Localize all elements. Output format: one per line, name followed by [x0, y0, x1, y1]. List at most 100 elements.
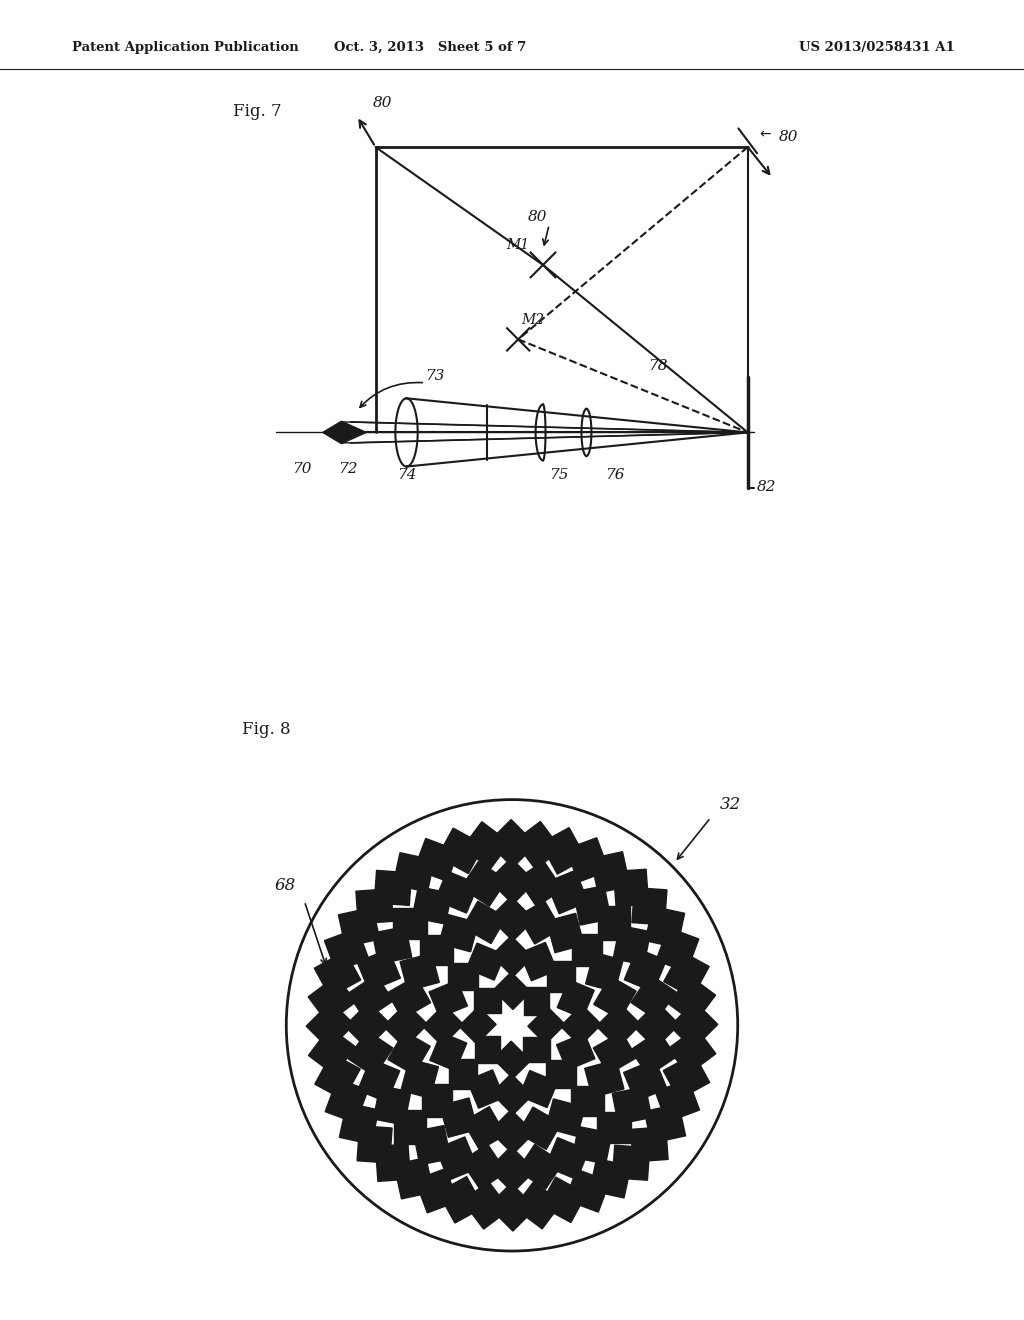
- Polygon shape: [314, 952, 360, 997]
- Polygon shape: [612, 1086, 651, 1125]
- Polygon shape: [306, 1002, 354, 1049]
- Polygon shape: [664, 950, 710, 998]
- Text: US 2013/0258431 A1: US 2013/0258431 A1: [799, 41, 954, 54]
- Polygon shape: [357, 949, 400, 991]
- Polygon shape: [631, 1031, 676, 1076]
- Polygon shape: [437, 828, 484, 874]
- Polygon shape: [586, 952, 623, 991]
- Polygon shape: [612, 1146, 650, 1180]
- Text: 72: 72: [338, 462, 357, 475]
- Polygon shape: [338, 907, 380, 946]
- Polygon shape: [463, 1181, 510, 1229]
- Polygon shape: [374, 870, 412, 906]
- Polygon shape: [488, 1183, 536, 1232]
- Polygon shape: [625, 949, 667, 991]
- Polygon shape: [597, 1111, 631, 1143]
- Text: 80: 80: [779, 129, 799, 144]
- Polygon shape: [488, 858, 536, 904]
- Polygon shape: [524, 987, 549, 1015]
- Polygon shape: [393, 853, 434, 892]
- Text: 74: 74: [397, 469, 417, 482]
- Polygon shape: [387, 977, 431, 1019]
- Polygon shape: [590, 1159, 631, 1199]
- Polygon shape: [459, 1007, 497, 1044]
- Polygon shape: [527, 1007, 565, 1044]
- Text: 32: 32: [720, 796, 741, 813]
- Polygon shape: [415, 838, 459, 882]
- Polygon shape: [463, 1106, 506, 1150]
- Polygon shape: [517, 1144, 563, 1189]
- Polygon shape: [669, 975, 716, 1023]
- Polygon shape: [540, 1177, 587, 1222]
- Polygon shape: [631, 974, 676, 1020]
- Polygon shape: [655, 1080, 699, 1122]
- Polygon shape: [541, 828, 586, 874]
- Polygon shape: [631, 1127, 668, 1162]
- Polygon shape: [492, 936, 532, 977]
- Polygon shape: [519, 1071, 558, 1107]
- Text: M2: M2: [521, 313, 545, 327]
- Polygon shape: [415, 1168, 458, 1213]
- Polygon shape: [430, 1032, 467, 1071]
- Polygon shape: [326, 1078, 368, 1123]
- Polygon shape: [644, 1104, 686, 1143]
- Text: 76: 76: [605, 469, 625, 482]
- Polygon shape: [429, 981, 468, 1018]
- Polygon shape: [492, 1074, 532, 1114]
- Polygon shape: [489, 896, 535, 941]
- Polygon shape: [573, 886, 610, 925]
- Polygon shape: [463, 902, 506, 944]
- Polygon shape: [394, 1158, 433, 1199]
- Polygon shape: [547, 961, 574, 991]
- Polygon shape: [514, 1181, 562, 1229]
- Polygon shape: [594, 975, 636, 1019]
- Polygon shape: [474, 989, 502, 1014]
- Polygon shape: [462, 1144, 506, 1189]
- Polygon shape: [546, 1138, 589, 1180]
- Polygon shape: [467, 1069, 504, 1109]
- Polygon shape: [314, 1053, 360, 1100]
- Text: 80: 80: [373, 96, 392, 110]
- Polygon shape: [450, 1059, 477, 1089]
- Text: 78: 78: [648, 359, 668, 374]
- Polygon shape: [566, 838, 609, 882]
- Polygon shape: [440, 1098, 477, 1138]
- Circle shape: [287, 800, 737, 1251]
- Polygon shape: [394, 1110, 426, 1144]
- Polygon shape: [308, 1027, 355, 1074]
- Polygon shape: [518, 900, 561, 944]
- Text: 80: 80: [527, 210, 547, 224]
- Polygon shape: [383, 1003, 428, 1048]
- Polygon shape: [560, 1005, 601, 1045]
- Polygon shape: [435, 871, 478, 913]
- Polygon shape: [400, 953, 439, 991]
- Polygon shape: [401, 1059, 438, 1098]
- Polygon shape: [514, 821, 561, 869]
- Polygon shape: [323, 421, 367, 444]
- Polygon shape: [572, 933, 602, 966]
- Polygon shape: [356, 888, 393, 924]
- Polygon shape: [546, 1060, 575, 1088]
- Polygon shape: [376, 1144, 411, 1181]
- Polygon shape: [565, 1170, 609, 1212]
- Polygon shape: [593, 1032, 637, 1074]
- Polygon shape: [546, 1098, 585, 1137]
- Polygon shape: [547, 913, 584, 953]
- Text: 68: 68: [275, 876, 296, 894]
- Polygon shape: [475, 1036, 500, 1064]
- Polygon shape: [546, 870, 588, 913]
- Polygon shape: [613, 869, 648, 907]
- Polygon shape: [388, 1031, 430, 1074]
- Polygon shape: [518, 861, 562, 907]
- Polygon shape: [393, 908, 427, 939]
- Polygon shape: [494, 973, 530, 1010]
- Polygon shape: [522, 1038, 550, 1063]
- Polygon shape: [520, 942, 557, 981]
- Polygon shape: [357, 1059, 399, 1102]
- Polygon shape: [449, 962, 478, 990]
- Polygon shape: [489, 1110, 535, 1154]
- Polygon shape: [466, 942, 505, 979]
- Polygon shape: [438, 1176, 483, 1224]
- Polygon shape: [436, 1137, 478, 1180]
- Polygon shape: [668, 1027, 716, 1074]
